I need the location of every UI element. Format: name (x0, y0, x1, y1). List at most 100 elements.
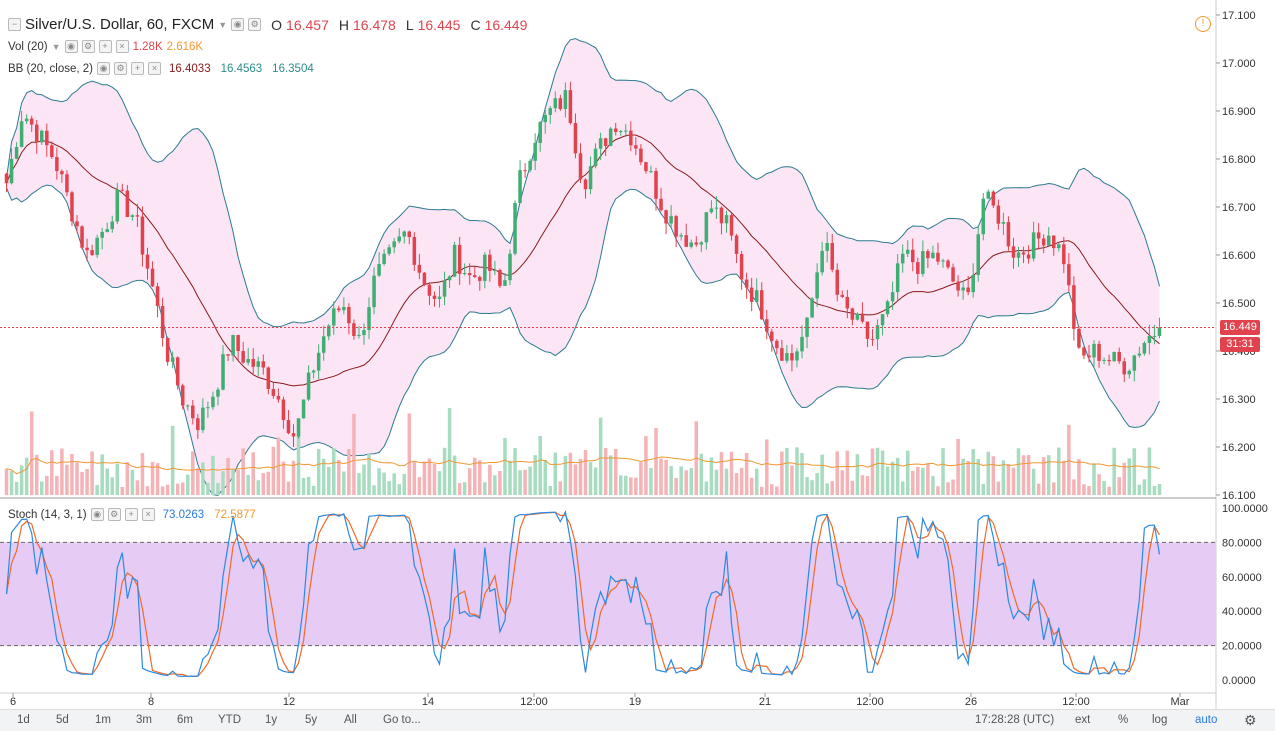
gear-icon[interactable]: ⚙ (1244, 712, 1257, 728)
volume-bar (211, 455, 215, 495)
settings-icon[interactable]: ⚙ (81, 40, 95, 53)
volume-bar (1011, 467, 1016, 495)
candle-body (34, 124, 39, 143)
volume-bar (342, 471, 346, 495)
candle-body (800, 336, 804, 352)
percent-toggle[interactable]: % (1118, 714, 1129, 726)
bb-upper-line (6, 38, 1160, 328)
candle-body (1152, 335, 1157, 337)
candle-body (895, 263, 900, 293)
candle-body (543, 114, 548, 123)
volume-bar (80, 471, 84, 495)
close-icon[interactable]: × (115, 40, 129, 53)
volume-bar (1092, 463, 1096, 495)
volume-bar (301, 477, 306, 495)
range-1m[interactable]: 1m (95, 714, 111, 726)
volume-bar (1067, 424, 1071, 495)
chevron-down-icon[interactable]: ▼ (51, 41, 61, 52)
add-icon[interactable]: + (124, 508, 138, 521)
volume-bar (120, 486, 125, 495)
settings-icon[interactable]: ⚙ (248, 18, 262, 31)
volume-bar (1041, 457, 1046, 495)
eye-icon[interactable]: ◉ (97, 62, 111, 75)
close-icon[interactable]: × (141, 508, 155, 521)
volume-bar (754, 468, 759, 495)
auto-toggle[interactable]: auto (1195, 714, 1218, 726)
candle-body (1107, 359, 1111, 362)
range-6m[interactable]: 6m (177, 714, 193, 726)
volume-bar (50, 450, 54, 495)
time-tick-label: 14 (422, 696, 434, 708)
candle-body (593, 148, 598, 167)
time-tick-label: Mar (1171, 696, 1190, 708)
candle-body (684, 235, 688, 247)
candle-body (266, 367, 271, 389)
volume-bar (820, 454, 824, 495)
stoch-tick-label: 40.0000 (1222, 606, 1262, 618)
candle-body (452, 244, 457, 277)
goto-button[interactable]: Go to... (383, 714, 421, 726)
volume-bar (538, 435, 542, 495)
candle-body (931, 252, 935, 259)
price-tick-label: 16.100 (1222, 490, 1256, 502)
volume-bar (256, 480, 261, 495)
chart-canvas[interactable]: 17.100 17.000 16.900 16.800 16.700 16.600 16.5… (0, 0, 1275, 709)
ext-toggle[interactable]: ext (1075, 714, 1091, 726)
stoch-tick-label: 80.0000 (1222, 537, 1262, 549)
range-all[interactable]: All (344, 714, 357, 726)
close-icon[interactable]: × (148, 62, 162, 75)
volume-bar (19, 465, 24, 495)
eye-icon[interactable]: ◉ (231, 18, 245, 31)
candle-body (830, 242, 834, 270)
candle-body (1001, 222, 1006, 224)
candle-body (1082, 347, 1086, 356)
candle-body (1051, 235, 1056, 249)
volume-bar (251, 452, 255, 495)
range-1d[interactable]: 1d (17, 714, 30, 726)
candle-body (186, 405, 190, 407)
volume-bar (493, 475, 497, 495)
candle-body (211, 396, 215, 408)
chevron-down-icon[interactable]: ▼ (218, 19, 228, 30)
range-5y[interactable]: 5y (305, 714, 318, 726)
range-5d[interactable]: 5d (56, 714, 69, 726)
candle-body (890, 292, 895, 302)
volume-bar (1016, 448, 1021, 495)
candle-body (825, 242, 829, 251)
add-icon[interactable]: + (98, 40, 112, 53)
volume-bar (24, 457, 29, 495)
candle-body (785, 353, 789, 361)
volume-bar (835, 451, 840, 495)
candle-body (528, 160, 532, 171)
stoch-label: Stoch (14, 3, 1) (8, 508, 87, 521)
candle-body (664, 210, 668, 224)
volume-bar (145, 486, 150, 495)
candle-body (573, 123, 578, 154)
settings-icon[interactable]: ⚙ (114, 62, 128, 75)
volume-bar (357, 473, 361, 495)
eye-icon[interactable]: ◉ (90, 508, 104, 521)
candle-body (483, 254, 487, 281)
candle-body (115, 189, 120, 222)
candle-body (845, 296, 850, 309)
range-ytd[interactable]: YTD (218, 714, 241, 726)
range-1y[interactable]: 1y (265, 714, 278, 726)
settings-icon[interactable]: ⚙ (107, 508, 121, 521)
candle-body (432, 295, 437, 299)
volume-bar (1046, 455, 1051, 495)
volume-bar (34, 454, 39, 495)
volume-bar (603, 448, 608, 495)
candle-body (775, 340, 779, 349)
volume-bar (724, 468, 729, 495)
collapse-icon[interactable]: − (8, 18, 21, 31)
log-toggle[interactable]: log (1152, 714, 1168, 726)
volume-bar (689, 467, 694, 495)
volume-bar (890, 461, 895, 495)
range-3m[interactable]: 3m (136, 714, 152, 726)
volume-bar (729, 451, 734, 495)
clock-alert-icon[interactable]: ! (1195, 16, 1211, 32)
volume-bar (241, 448, 245, 495)
candle-body (765, 319, 769, 332)
add-icon[interactable]: + (131, 62, 145, 75)
eye-icon[interactable]: ◉ (64, 40, 78, 53)
